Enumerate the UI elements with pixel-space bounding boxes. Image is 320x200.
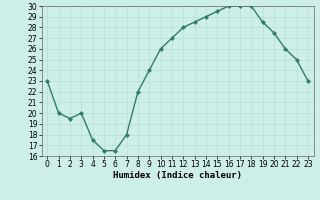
X-axis label: Humidex (Indice chaleur): Humidex (Indice chaleur) xyxy=(113,171,242,180)
